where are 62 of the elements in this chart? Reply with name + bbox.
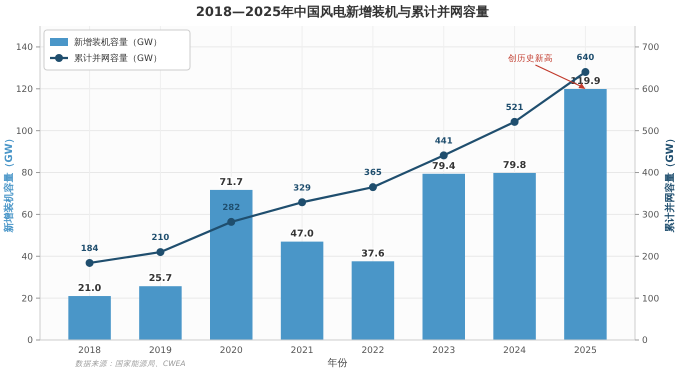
point [298, 198, 306, 206]
data-label: 79.4 [432, 160, 456, 172]
bar [422, 174, 465, 340]
y-tick-label: 40 [22, 252, 34, 262]
y2-tick-label: 700 [642, 43, 660, 54]
x-tick-label: 2025 [574, 346, 597, 356]
y2-tick-label: 0 [642, 336, 648, 346]
data-label: 37.6 [361, 248, 386, 260]
y2-tick-label: 500 [642, 126, 660, 137]
bar [493, 172, 536, 340]
point [368, 183, 377, 192]
point [440, 151, 448, 160]
data-label: 640 [576, 53, 594, 64]
chart-title: 2018—2025年中国风电新增装机与累计并网容量 [196, 4, 490, 20]
y-axis-title: 新增装机容量（GW） [3, 133, 15, 234]
y2-tick-label: 600 [642, 84, 660, 95]
data-label: 365 [364, 168, 382, 178]
data-label: 441 [434, 136, 453, 146]
y2-axis-title: 累计并网容量（GW） [664, 133, 676, 234]
x-tick-label: 2020 [220, 346, 243, 356]
bar [68, 296, 111, 340]
y2-tick-label: 400 [642, 168, 660, 179]
data-label: 282 [222, 202, 240, 213]
bar [210, 190, 252, 340]
y2-tick-label: 100 [642, 294, 660, 304]
data-label: 210 [152, 233, 170, 244]
data-label: 71.7 [220, 176, 243, 188]
x-tick-label: 2023 [432, 346, 456, 356]
data-label: 79.8 [502, 160, 527, 171]
y2-tick-label: 300 [642, 210, 660, 221]
y-tick-label: 60 [22, 210, 34, 221]
bar [564, 89, 607, 340]
bar [352, 261, 394, 340]
point [86, 258, 94, 267]
x-tick-label: 2022 [361, 346, 384, 356]
y-tick-label: 0 [27, 336, 34, 346]
bar [139, 286, 182, 340]
data-label: 184 [80, 244, 99, 254]
legend-label: 累计并网容量（GW） [74, 53, 162, 64]
point [510, 118, 519, 126]
point [156, 248, 164, 256]
y-tick-label: 100 [16, 126, 34, 137]
x-tick-label: 2019 [148, 346, 172, 356]
bar [280, 242, 324, 340]
data-label: 25.7 [148, 273, 172, 284]
point [227, 218, 236, 226]
x-tick-label: 2021 [290, 346, 314, 356]
y-tick-label: 80 [22, 168, 34, 179]
point [581, 68, 590, 76]
annotation: 创历史新高 [508, 53, 553, 64]
legend-label: 新增装机容量（GW） [74, 37, 162, 48]
x-axis-title: 年份 [328, 357, 348, 369]
x-tick-label: 2024 [503, 346, 526, 356]
y-tick-label: 20 [22, 294, 34, 304]
data-label: 329 [293, 183, 312, 194]
data-label: 47.0 [290, 228, 314, 240]
y2-tick-label: 200 [642, 252, 660, 262]
y-tick-label: 120 [16, 84, 34, 95]
x-tick-label: 2018 [78, 346, 102, 356]
data-label: 521 [506, 102, 524, 113]
y-tick-label: 140 [16, 43, 34, 54]
data-label: 21.0 [78, 283, 102, 294]
